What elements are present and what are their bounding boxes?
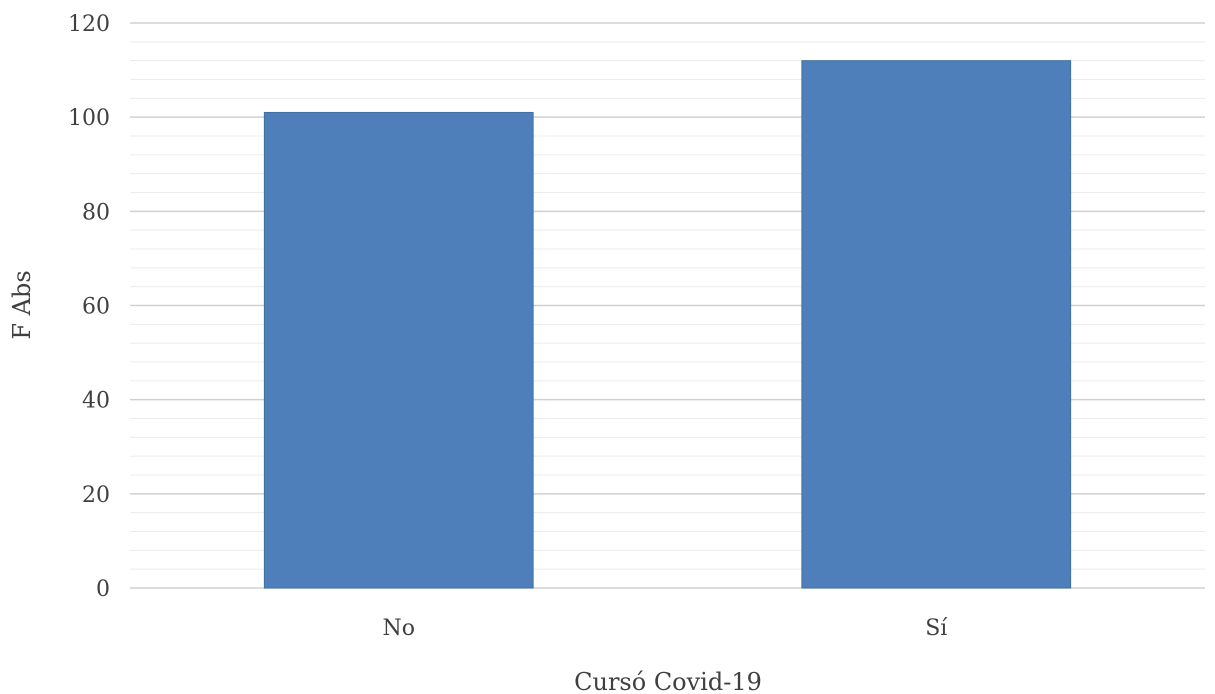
y-axis-title: F Abs <box>8 270 36 339</box>
bar-1 <box>263 111 534 589</box>
y-tick-label: 120 <box>68 12 110 37</box>
bar-2 <box>801 60 1072 589</box>
y-tick-label: 60 <box>82 295 110 320</box>
y-tick-label: 0 <box>96 577 110 602</box>
x-tick-label: Sí <box>925 616 948 641</box>
x-axis-tick-labels: No Sí <box>383 616 949 641</box>
x-tick-label: No <box>383 616 416 641</box>
y-tick-label: 40 <box>82 389 110 414</box>
y-tick-label: 20 <box>82 483 110 508</box>
bars <box>263 60 1072 589</box>
y-axis-tick-labels: 0 20 40 60 80 100 120 <box>68 12 110 602</box>
y-tick-label: 80 <box>82 200 110 225</box>
y-tick-label: 100 <box>68 106 110 131</box>
x-axis-title: Cursó Covid-19 <box>574 668 762 694</box>
